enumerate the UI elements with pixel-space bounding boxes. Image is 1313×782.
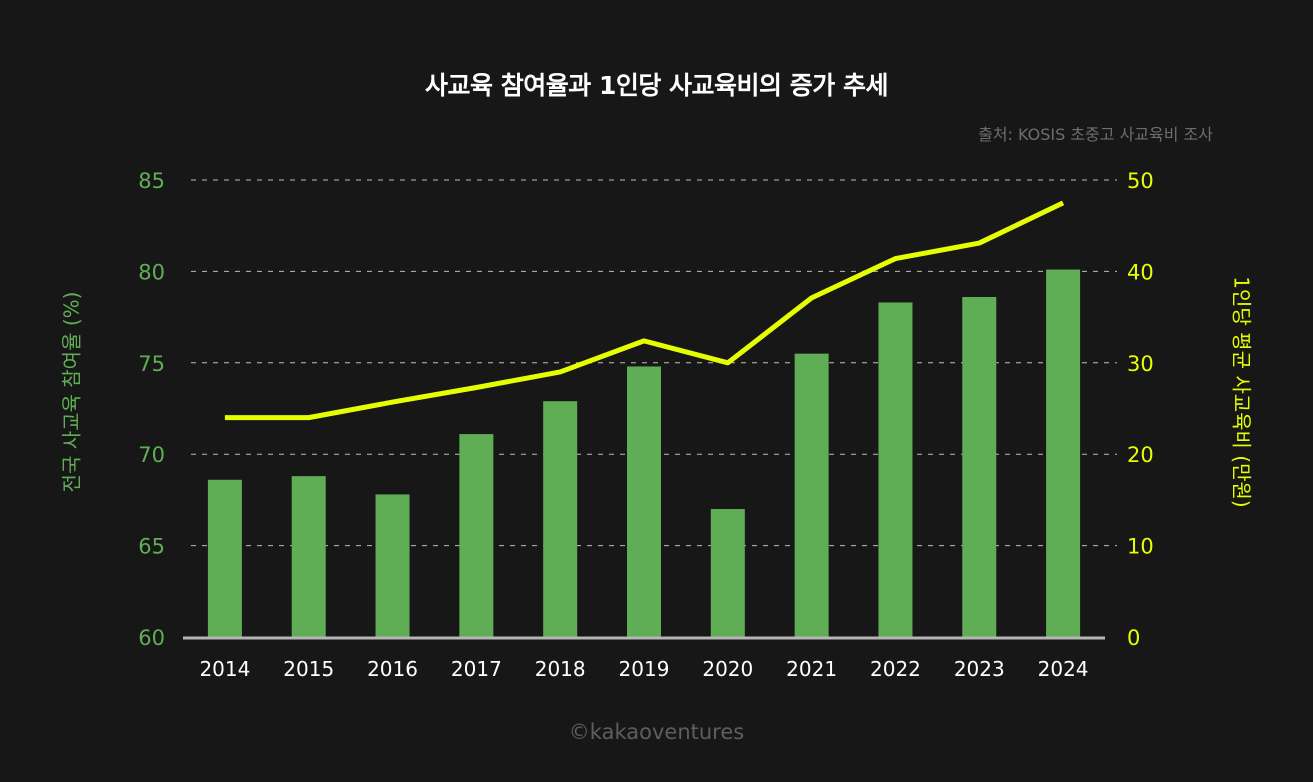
x-tick-label: 2017 (451, 657, 502, 681)
x-tick-label: 2014 (199, 657, 250, 681)
y-right-tick-label: 20 (1127, 443, 1154, 467)
y-left-tick-label: 85 (138, 169, 165, 193)
bar-2014 (207, 479, 242, 637)
bar-2020 (710, 509, 745, 637)
bar-2024 (1046, 269, 1081, 637)
y-left-tick-label: 80 (138, 260, 165, 284)
bar-2021 (794, 353, 829, 637)
source-note: 출처: KOSIS 초중고 사교육비 조사 (978, 125, 1213, 144)
bar-series (207, 269, 1081, 637)
bar-2015 (291, 476, 326, 637)
bar-2016 (375, 494, 410, 637)
chart-title: 사교육 참여율과 1인당 사교육비의 증가 추세 (425, 71, 888, 100)
bar-2017 (459, 434, 494, 637)
y-left-tick-label: 70 (138, 443, 165, 467)
x-tick-label: 2015 (283, 657, 334, 681)
y-right-tick-label: 40 (1127, 260, 1154, 284)
y-axis-left-ticks: 60 65 70 75 80 85 (138, 169, 165, 650)
x-tick-label: 2019 (619, 657, 670, 681)
x-tick-label: 2018 (535, 657, 586, 681)
x-axis-ticks: 2014 2015 2016 2017 2018 2019 2020 2021 2022 2023… (199, 657, 1088, 681)
x-tick-label: 2024 (1038, 657, 1089, 681)
y-left-tick-label: 75 (138, 352, 165, 376)
y-left-tick-label: 60 (138, 626, 165, 650)
x-tick-label: 2023 (954, 657, 1005, 681)
footer-credit: ©kakaoventures (568, 720, 745, 744)
y-left-tick-label: 65 (138, 535, 165, 559)
x-tick-label: 2021 (786, 657, 837, 681)
bar-2023 (962, 296, 997, 637)
bar-2022 (878, 302, 913, 637)
bar-2018 (543, 401, 578, 637)
y-axis-right-ticks: 0 10 20 30 40 50 (1127, 169, 1154, 650)
x-tick-label: 2022 (870, 657, 921, 681)
x-tick-label: 2016 (367, 657, 418, 681)
y-right-tick-label: 50 (1127, 169, 1154, 193)
bar-2019 (627, 366, 661, 637)
y-right-tick-label: 0 (1127, 626, 1140, 650)
y-right-tick-label: 30 (1127, 352, 1154, 376)
line-series (224, 200, 1065, 421)
x-tick-label: 2020 (702, 657, 753, 681)
y-right-tick-label: 10 (1127, 535, 1154, 559)
